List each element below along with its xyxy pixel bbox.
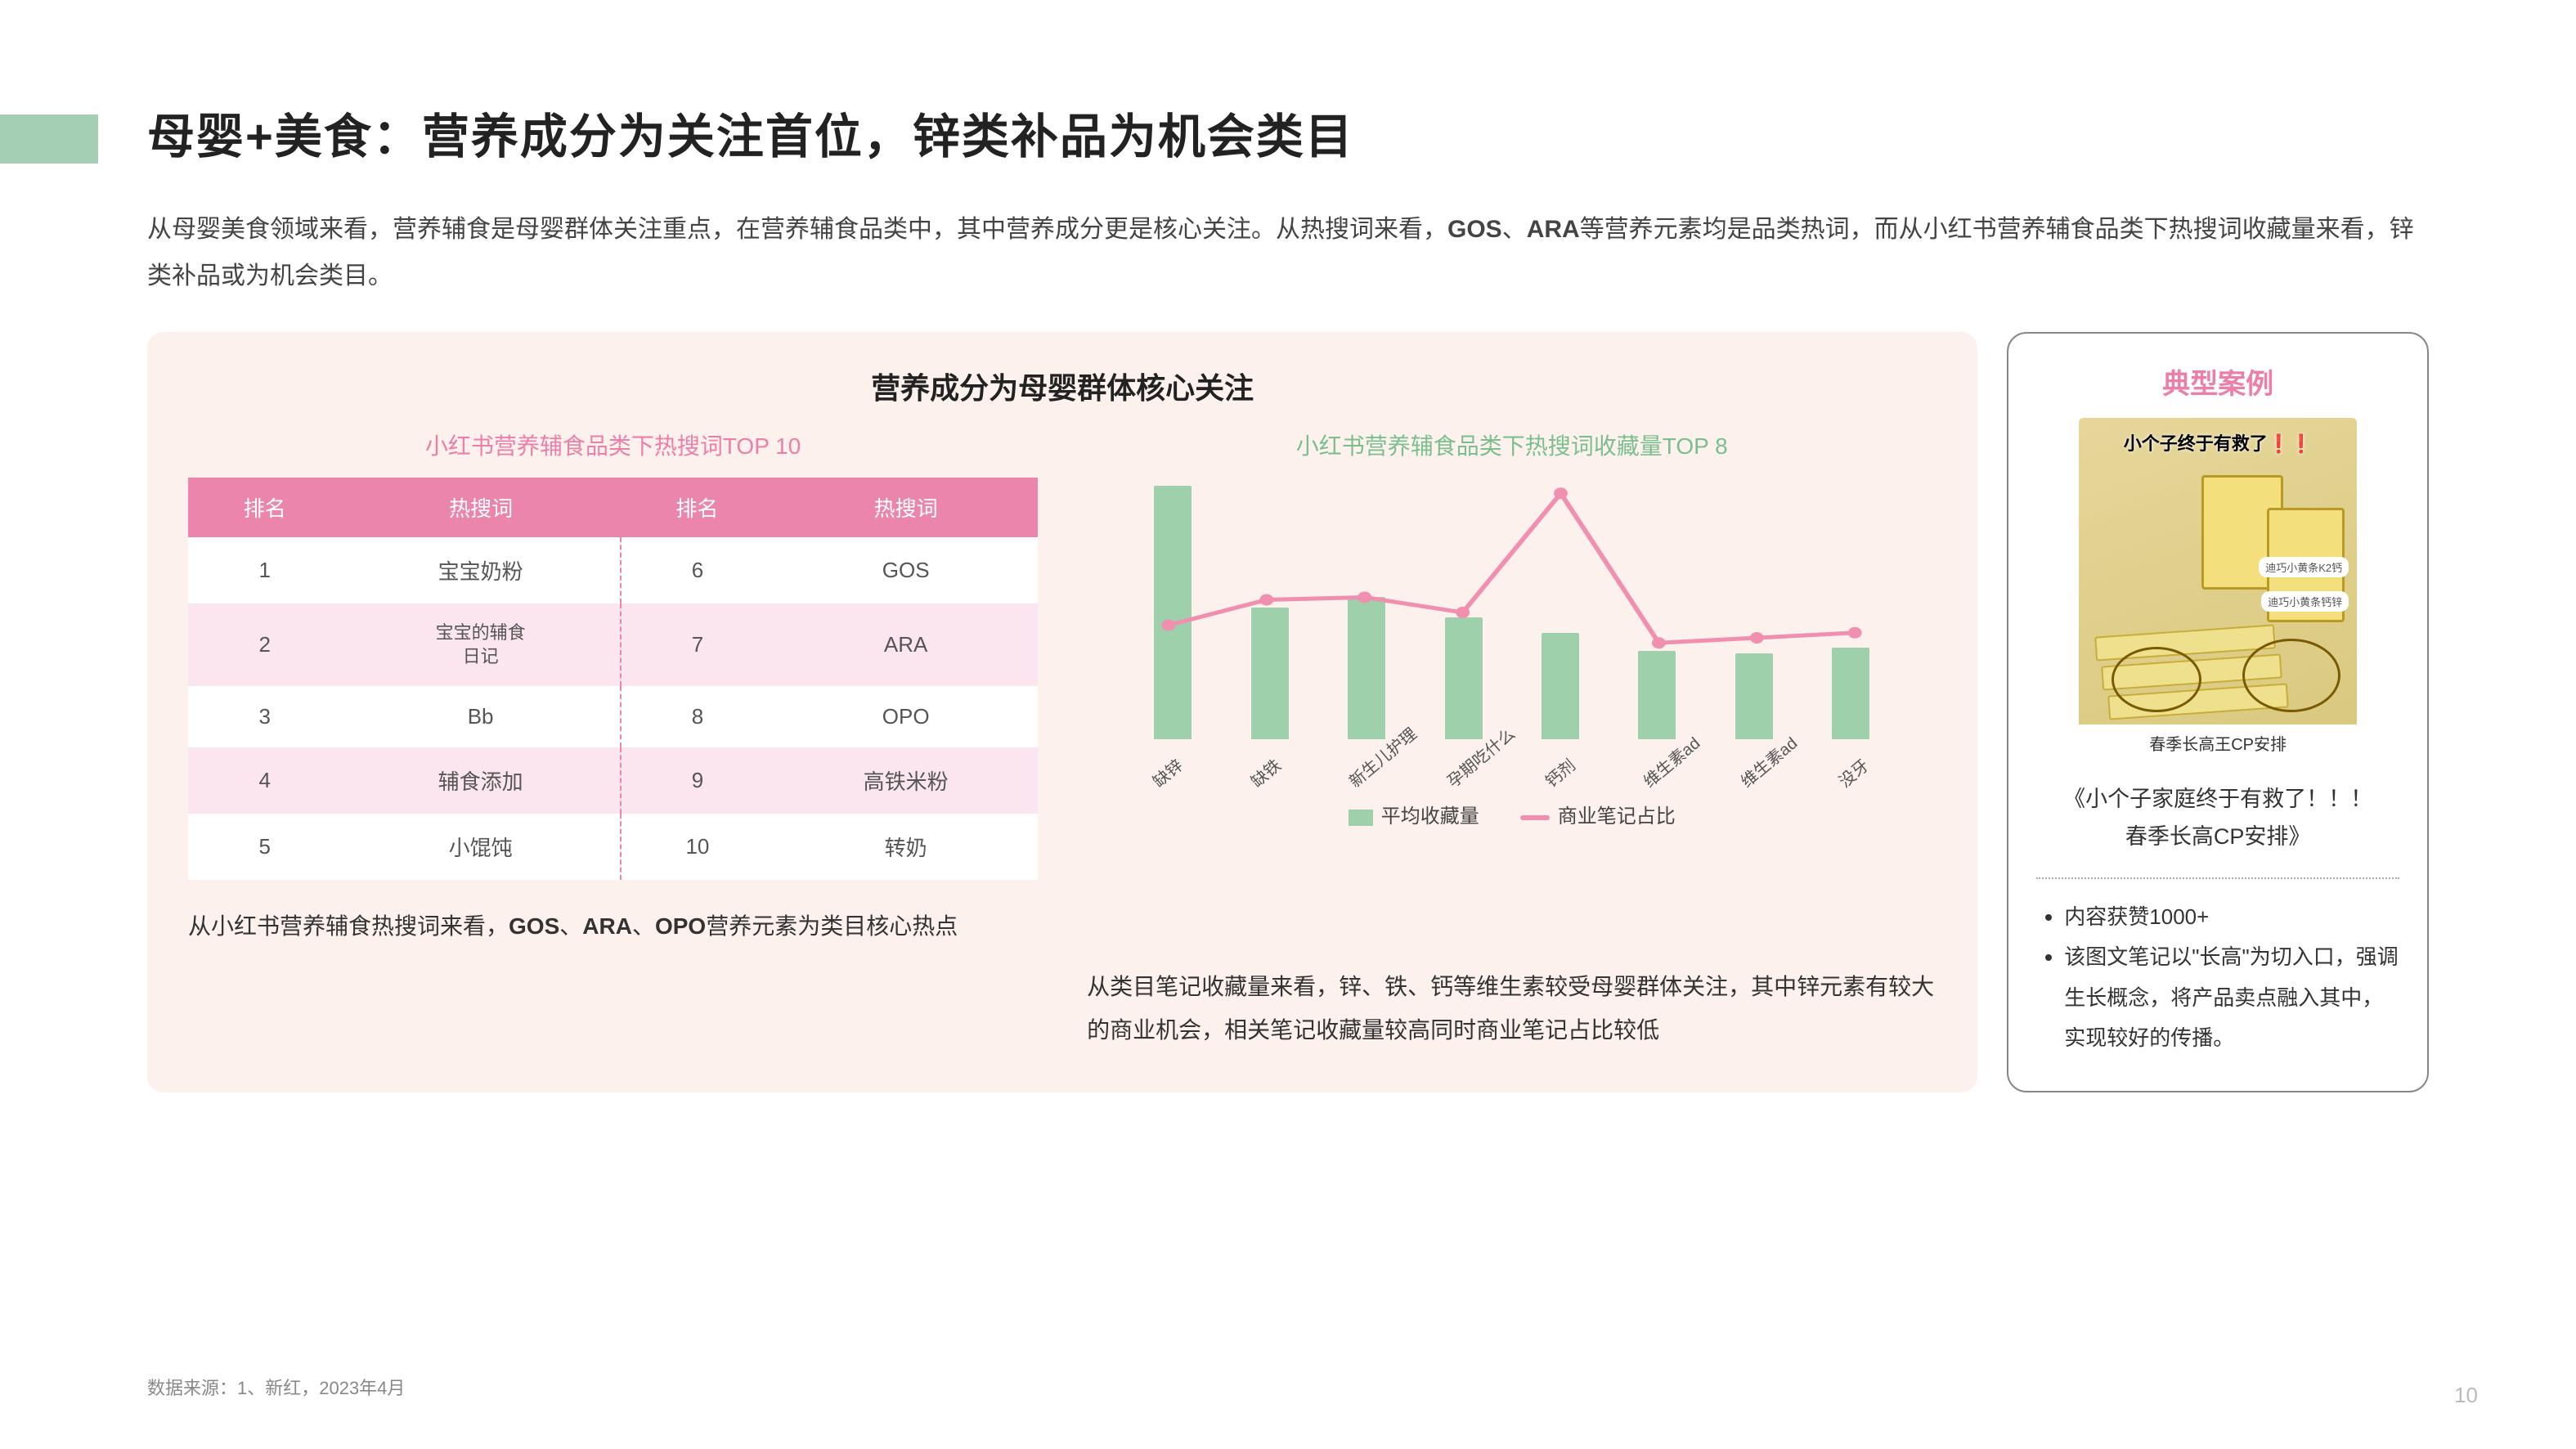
table-cell: Bb xyxy=(342,686,621,747)
case-caption-line1: 《小个子家庭终于有救了！！！ xyxy=(2063,787,2372,811)
chart-desc: 从类目笔记收藏量来看，锌、铁、钙等维生素较受母婴群体关注，其中锌元素有较大的商业… xyxy=(1087,965,1936,1052)
legend-bar-swatch xyxy=(1349,810,1373,826)
chart-line xyxy=(1169,493,1855,643)
case-panel: 典型案例 小个子终于有救了❗❗ 迪巧小黄条K2钙 迪巧小黄条钙锌 春季长高王CP… xyxy=(2007,332,2429,1092)
highlight-circle-1 xyxy=(2112,647,2201,712)
main-panel: 营养成分为母婴群体核心关注 小红书营养辅食品类下热搜词TOP 10 排名热搜词排… xyxy=(147,332,1977,1092)
table-header-cell: 热搜词 xyxy=(342,478,621,537)
case-image-headline: 小个子终于有救了❗❗ xyxy=(2079,429,2357,455)
content-columns: 营养成分为母婴群体核心关注 小红书营养辅食品类下热搜词TOP 10 排名热搜词排… xyxy=(147,332,2429,1092)
case-points: 内容获赞1000+该图文笔记以"长高"为切入口，强调生长概念，将产品卖点融入其中… xyxy=(2036,897,2399,1059)
table-cell: 转奶 xyxy=(774,814,1038,880)
chart-wrap: 缺锌缺铁新生儿护理孕期吃什么钙剂维生素ad维生素ad没牙 平均收藏量 商业笔记占… xyxy=(1087,478,1936,940)
table-cell: 宝宝奶粉 xyxy=(342,537,621,603)
case-caption: 《小个子家庭终于有救了！！！ 春季长高CP安排》 xyxy=(2036,781,2399,856)
chart-block: 小红书营养辅食品类下热搜词收藏量TOP 8 缺锌缺铁新生儿护理孕期吃什么钙剂维生… xyxy=(1087,428,1936,1052)
chart-line-point xyxy=(1652,637,1666,648)
table-cell: 9 xyxy=(621,747,774,814)
case-point: 该图文笔记以"长高"为切入口，强调生长概念，将产品卖点融入其中，实现较好的传播。 xyxy=(2064,937,2399,1058)
table-cell: 3 xyxy=(188,686,342,747)
intro-paragraph: 从母婴美食领域来看，营养辅食是母婴群体关注重点，在营养辅食品类中，其中营养成分更… xyxy=(147,206,2429,299)
table-cell: ARA xyxy=(774,603,1038,686)
table-cell: 6 xyxy=(621,537,774,603)
divider xyxy=(2036,877,2399,879)
chart-line-point xyxy=(1162,620,1176,631)
case-caption-line2: 春季长高CP安排》 xyxy=(2125,824,2311,849)
table-cell: 1 xyxy=(188,537,342,603)
chart-line-point xyxy=(1848,627,1862,639)
table-header-cell: 排名 xyxy=(621,478,774,537)
bar-line-chart: 缺锌缺铁新生儿护理孕期吃什么钙剂维生素ad维生素ad没牙 xyxy=(1087,478,1936,796)
chart-subtitle: 小红书营养辅食品类下热搜词收藏量TOP 8 xyxy=(1087,428,1936,461)
footer-source: 数据来源：1、新红，2023年4月 xyxy=(147,1374,405,1400)
legend-line-swatch xyxy=(1520,815,1550,820)
chart-line-point xyxy=(1456,607,1470,618)
table-cell: 10 xyxy=(621,814,774,880)
chart-line-point xyxy=(1358,591,1371,603)
chart-line-point xyxy=(1750,632,1764,644)
page-title: 母婴+美食：营养成分为关注首位，锌类补品为机会类目 xyxy=(147,98,2429,167)
main-panel-title: 营养成分为母婴群体核心关注 xyxy=(188,365,1936,407)
table-cell: 4 xyxy=(188,747,342,814)
chart-xlabels: 缺锌缺铁新生儿护理孕期吃什么钙剂维生素ad维生素ad没牙 xyxy=(1120,739,1904,805)
table-cell: 5 xyxy=(188,814,342,880)
table-cell: 2 xyxy=(188,603,342,686)
rank-table: 排名热搜词排名热搜词 1宝宝奶粉6GOS2宝宝的辅食日记7ARA3Bb8OPO4… xyxy=(188,478,1038,880)
table-cell: OPO xyxy=(774,686,1038,747)
chart-line-svg xyxy=(1120,486,1904,739)
table-desc: 从小红书营养辅食热搜词来看，GOS、ARA、OPO营养元素为类目核心热点 xyxy=(188,904,1038,948)
table-row: 3Bb8OPO xyxy=(188,686,1038,747)
highlight-circle-2 xyxy=(2242,639,2340,712)
table-cell: 小馄饨 xyxy=(342,814,621,880)
table-subtitle: 小红书营养辅食品类下热搜词TOP 10 xyxy=(188,428,1038,461)
main-panel-row: 小红书营养辅食品类下热搜词TOP 10 排名热搜词排名热搜词 1宝宝奶粉6GOS… xyxy=(188,428,1936,1052)
case-tag-1: 迪巧小黄条K2钙 xyxy=(2259,557,2349,577)
chart-line-point xyxy=(1554,487,1568,499)
chart-area xyxy=(1120,486,1904,739)
table-header-row: 排名热搜词排名热搜词 xyxy=(188,478,1038,537)
case-image-headline-text: 小个子终于有救了 xyxy=(2124,433,2268,454)
table-cell: 8 xyxy=(621,686,774,747)
case-image-bottom: 春季长高王CP安排 xyxy=(2079,724,2357,761)
table-row: 4辅食添加9高铁米粉 xyxy=(188,747,1038,814)
case-tag-2: 迪巧小黄条钙锌 xyxy=(2261,591,2349,612)
table-block: 小红书营养辅食品类下热搜词TOP 10 排名热搜词排名热搜词 1宝宝奶粉6GOS… xyxy=(188,428,1038,1052)
table-row: 2宝宝的辅食日记7ARA xyxy=(188,603,1038,686)
table-cell: 高铁米粉 xyxy=(774,747,1038,814)
table-cell: 辅食添加 xyxy=(342,747,621,814)
case-point: 内容获赞1000+ xyxy=(2064,897,2399,937)
case-title: 典型案例 xyxy=(2036,361,2399,402)
table-cell: 7 xyxy=(621,603,774,686)
table-header-cell: 排名 xyxy=(188,478,342,537)
table-body: 1宝宝奶粉6GOS2宝宝的辅食日记7ARA3Bb8OPO4辅食添加9高铁米粉5小… xyxy=(188,537,1038,880)
table-header-cell: 热搜词 xyxy=(774,478,1038,537)
page-number: 10 xyxy=(2454,1383,2478,1408)
exclaim-icon: ❗❗ xyxy=(2268,433,2313,454)
accent-bar xyxy=(0,114,98,164)
case-image: 小个子终于有救了❗❗ 迪巧小黄条K2钙 迪巧小黄条钙锌 春季长高王CP安排 xyxy=(2079,418,2357,761)
slide-page: 母婴+美食：营养成分为关注首位，锌类补品为机会类目 从母婴美食领域来看，营养辅食… xyxy=(0,0,2576,1449)
table-row: 1宝宝奶粉6GOS xyxy=(188,537,1038,603)
chart-line-point xyxy=(1260,594,1274,606)
table-cell: 宝宝的辅食日记 xyxy=(342,603,621,686)
table-row: 5小馄饨10转奶 xyxy=(188,814,1038,880)
table-cell: GOS xyxy=(774,537,1038,603)
